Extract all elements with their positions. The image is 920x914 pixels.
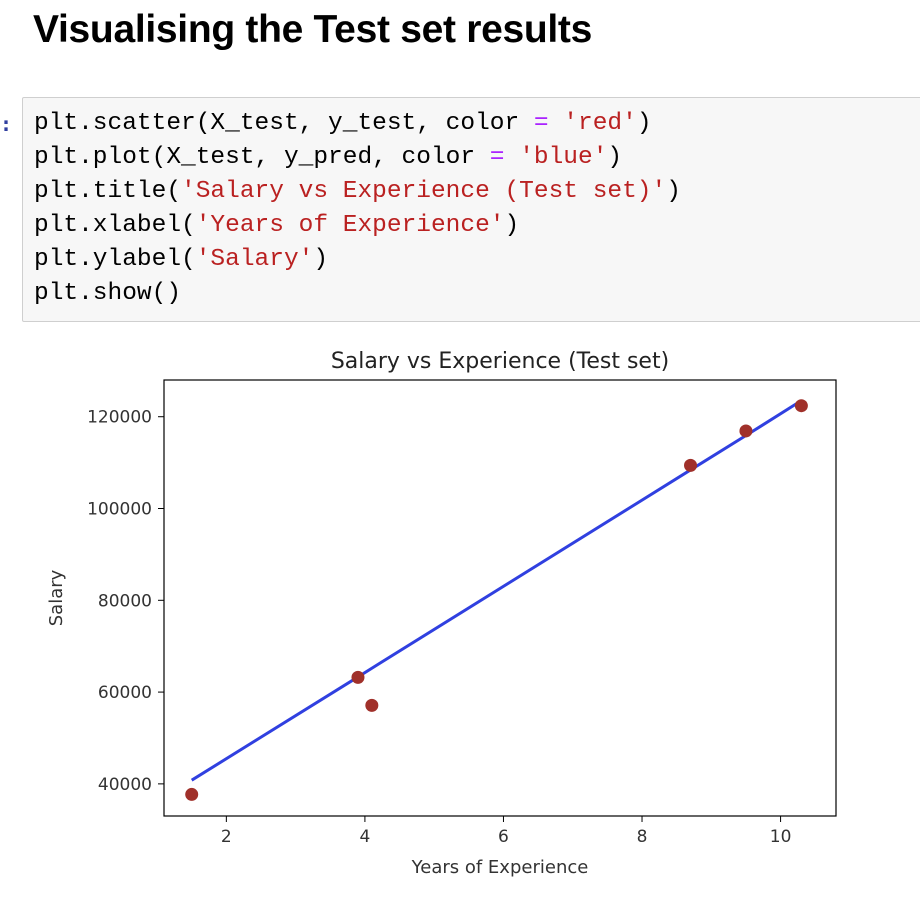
code-token: ) bbox=[313, 246, 329, 273]
chart-title: Salary vs Experience (Test set) bbox=[331, 349, 669, 374]
x-tick-label: 2 bbox=[221, 827, 232, 847]
x-tick-label: 8 bbox=[637, 827, 648, 847]
scatter-point bbox=[185, 787, 199, 801]
code-operator-token: = bbox=[533, 110, 549, 137]
code-line: plt.scatter(X_test, y_test, color = 'red… bbox=[34, 107, 681, 141]
y-tick-label: 100000 bbox=[87, 500, 152, 520]
code-token bbox=[549, 110, 564, 137]
code-token: ) bbox=[504, 212, 520, 239]
code-line: plt.title('Salary vs Experience (Test se… bbox=[34, 175, 681, 209]
code-token: plt.xlabel( bbox=[34, 212, 196, 239]
y-tick-label: 60000 bbox=[98, 683, 152, 703]
code-string-token: 'blue' bbox=[519, 144, 608, 171]
code-token: plt.plot(X_test, y_pred, color bbox=[34, 144, 490, 171]
x-tick-label: 4 bbox=[359, 827, 370, 847]
scatter-point bbox=[794, 399, 808, 413]
code-token: plt.ylabel( bbox=[34, 246, 196, 273]
code-string-token: 'Years of Experience' bbox=[195, 212, 505, 239]
code-token: ) bbox=[666, 178, 681, 205]
code-token: ) bbox=[607, 144, 623, 171]
code-token: plt.show() bbox=[34, 280, 182, 307]
y-tick-label: 80000 bbox=[98, 591, 152, 611]
code-token bbox=[504, 144, 519, 171]
y-tick-label: 120000 bbox=[87, 408, 152, 428]
code-token: plt.scatter(X_test, y_test, color bbox=[34, 110, 534, 137]
scatter-point bbox=[351, 670, 365, 684]
regression-line bbox=[190, 399, 803, 782]
code-line: plt.show() bbox=[34, 277, 681, 311]
scatter-point bbox=[739, 424, 753, 438]
scatter-point bbox=[365, 698, 379, 712]
code-string-token: 'Salary vs Experience (Test set)' bbox=[181, 178, 667, 205]
page-heading: Visualising the Test set results bbox=[33, 8, 592, 51]
y-axis-label: Salary bbox=[46, 569, 67, 626]
code-line: plt.plot(X_test, y_pred, color = 'blue') bbox=[34, 141, 681, 175]
x-tick-label: 10 bbox=[770, 827, 792, 847]
scatter-chart: Salary vs Experience (Test set) 2 4 6 8 10 400… bbox=[46, 349, 837, 878]
code-token: plt.title( bbox=[34, 178, 182, 205]
code-line: plt.ylabel('Salary') bbox=[34, 243, 681, 277]
code-string-token: 'Salary' bbox=[195, 246, 314, 273]
x-tick-label: 6 bbox=[498, 827, 509, 847]
code-token: ) bbox=[636, 110, 652, 137]
code-line: plt.xlabel('Years of Experience') bbox=[34, 209, 681, 243]
plot-area bbox=[163, 379, 837, 817]
code-editor[interactable]: plt.scatter(X_test, y_test, color = 'red… bbox=[34, 107, 681, 311]
code-cell[interactable] bbox=[22, 97, 920, 322]
scatter-point bbox=[684, 458, 698, 472]
code-operator-token: = bbox=[489, 144, 505, 171]
cell-prompt: : bbox=[0, 112, 13, 136]
x-axis-label: Years of Experience bbox=[411, 857, 589, 878]
y-tick-label: 40000 bbox=[98, 775, 152, 795]
code-string-token: 'red' bbox=[563, 110, 637, 137]
